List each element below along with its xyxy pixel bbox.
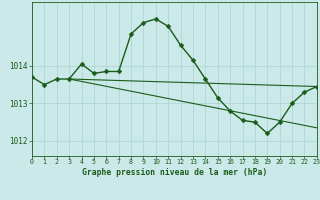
X-axis label: Graphe pression niveau de la mer (hPa): Graphe pression niveau de la mer (hPa) xyxy=(82,168,267,177)
